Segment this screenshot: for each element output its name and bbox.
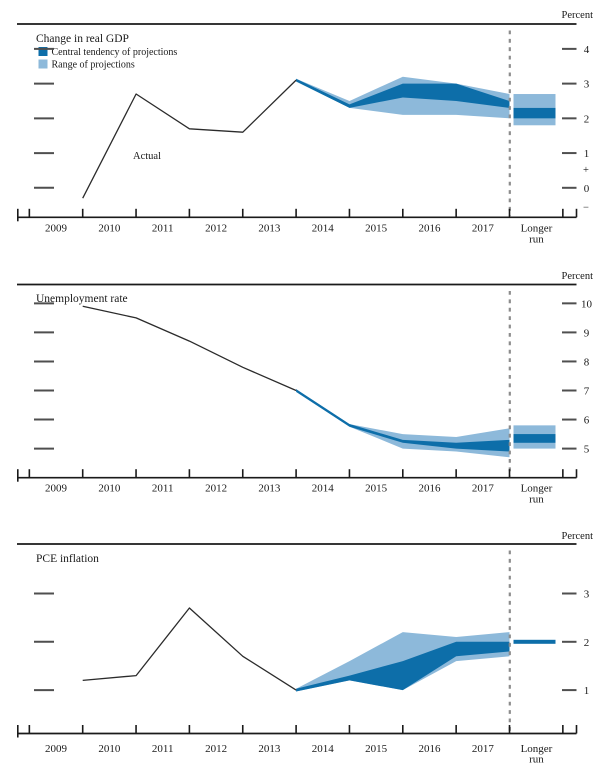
y-tick-label: 6 bbox=[584, 415, 590, 427]
year-label: 2016 bbox=[418, 743, 441, 755]
unit-label: Percent bbox=[562, 271, 594, 282]
longer-run-central-tendency-box bbox=[513, 107, 556, 119]
y-tick-label: 1 bbox=[584, 148, 590, 160]
longer-run-label-line2: run bbox=[529, 494, 544, 506]
actual-line bbox=[82, 607, 297, 691]
legend-label: Central tendency of projections bbox=[52, 47, 178, 58]
year-label: 2016 bbox=[418, 223, 441, 235]
actual-line bbox=[82, 79, 297, 199]
unit-label: Percent bbox=[562, 531, 594, 542]
y-tick-label: 0 bbox=[584, 183, 590, 195]
range-band bbox=[296, 389, 510, 458]
central-tendency-band bbox=[296, 389, 510, 452]
longer-run-label-line1: Longer bbox=[521, 223, 553, 235]
year-label: 2013 bbox=[258, 743, 281, 755]
y-tick-label: 4 bbox=[584, 44, 590, 56]
panel-title: Unemployment rate bbox=[36, 293, 128, 305]
actual-label: Actual bbox=[133, 151, 161, 162]
y-tick-label: 8 bbox=[584, 356, 590, 368]
y-tick-label: 10 bbox=[581, 298, 593, 310]
longer-run-label-line1: Longer bbox=[521, 743, 553, 755]
panel-change-in-real-gdp: Percent Change in real GDP Central tendenc… bbox=[16, 10, 594, 246]
year-label: 2014 bbox=[312, 483, 335, 495]
longer-run-label-line1: Longer bbox=[521, 483, 553, 495]
year-label: 2014 bbox=[312, 223, 335, 235]
year-label: 2017 bbox=[472, 223, 495, 235]
year-label: 2013 bbox=[258, 223, 281, 235]
y-tick-label: 7 bbox=[584, 386, 590, 398]
y-tick-label: 3 bbox=[584, 79, 590, 91]
positive-sign-label: + bbox=[583, 165, 589, 176]
year-label: 2016 bbox=[418, 483, 441, 495]
year-label: 2012 bbox=[205, 223, 227, 235]
legend-swatch-central_tendency bbox=[38, 47, 48, 56]
y-tick-label: 1 bbox=[584, 685, 590, 697]
longer-run-central-tendency-box bbox=[513, 434, 556, 443]
panel-unemployment-rate: Percent Unemployment rate 10 9 8 7 6 5 2009 2010 2… bbox=[16, 271, 594, 506]
central-tendency-band bbox=[296, 78, 510, 108]
year-label: 2017 bbox=[472, 743, 495, 755]
year-label: 2010 bbox=[98, 483, 121, 495]
year-label: 2017 bbox=[472, 483, 495, 495]
year-label: 2009 bbox=[45, 743, 68, 755]
year-label: 2011 bbox=[152, 743, 174, 755]
y-tick-label: 9 bbox=[584, 327, 590, 339]
legend-label: Range of projections bbox=[52, 60, 135, 71]
year-label: 2012 bbox=[205, 743, 227, 755]
panel-title: PCE inflation bbox=[36, 553, 99, 565]
actual-line bbox=[82, 305, 297, 392]
year-label: 2015 bbox=[365, 483, 388, 495]
year-label: 2010 bbox=[98, 223, 121, 235]
year-label: 2015 bbox=[365, 743, 388, 755]
negative-sign-label: − bbox=[583, 203, 589, 214]
unit-label: Percent bbox=[562, 10, 594, 21]
year-label: 2013 bbox=[258, 483, 281, 495]
y-tick-label: 5 bbox=[584, 444, 590, 456]
central-tendency-band bbox=[296, 641, 510, 692]
year-label: 2012 bbox=[205, 483, 227, 495]
panel-pce-inflation: Percent PCE inflation 3 2 1 2009 2010 2011 2012 2… bbox=[16, 531, 594, 766]
panel-title: Change in real GDP bbox=[36, 33, 129, 45]
y-tick-label: 2 bbox=[584, 637, 590, 649]
year-label: 2015 bbox=[365, 223, 388, 235]
year-label: 2010 bbox=[98, 743, 121, 755]
year-label: 2011 bbox=[152, 223, 174, 235]
y-tick-label: 3 bbox=[584, 589, 590, 601]
longer-run-central-tendency-box bbox=[513, 639, 556, 644]
y-tick-label: 2 bbox=[584, 113, 590, 125]
year-label: 2009 bbox=[45, 483, 68, 495]
longer-run-label-line2: run bbox=[529, 754, 544, 766]
year-label: 2014 bbox=[312, 743, 335, 755]
year-label: 2011 bbox=[152, 483, 174, 495]
legend-swatch-range bbox=[38, 59, 48, 69]
year-label: 2009 bbox=[45, 223, 68, 235]
longer-run-label-line2: run bbox=[529, 234, 544, 246]
